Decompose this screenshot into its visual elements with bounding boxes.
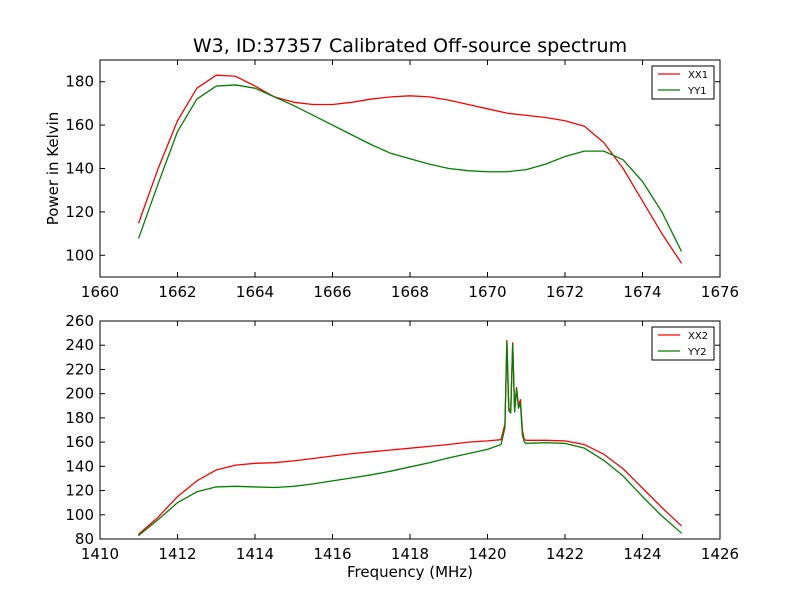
bottom-x-tick-label: 1420	[468, 545, 506, 563]
top-plot-panel: 1660 1662 1664 1666 1668 1670 1672 1674 1676 100 1…	[44, 59, 739, 301]
bottom-plot-area	[100, 321, 720, 539]
bottom-y-tick-label: 260	[65, 312, 94, 330]
bottom-plot-panel: 1410 1412 1414 1416 1418 1420 1422 1424 1426 80 10…	[65, 312, 739, 581]
bottom-y-tick-label: 160	[65, 433, 94, 451]
top-x-tick-label: 1672	[546, 283, 584, 301]
top-tick-layer: 1660 1662 1664 1666 1668 1670 1672 1674 1676 100 1…	[65, 60, 739, 301]
top-series-layer	[138, 74, 682, 264]
bottom-x-tick-label: 1410	[81, 545, 119, 563]
bottom-tick-layer: 1410 1412 1414 1416 1418 1420 1422 1424 1426 80 10…	[65, 312, 739, 563]
bottom-legend-label-xx2: XX2	[688, 331, 708, 342]
bottom-series-line-yy2	[138, 340, 682, 537]
bottom-x-tick-label: 1424	[623, 545, 661, 563]
bottom-x-tick-label: 1414	[236, 545, 274, 563]
bottom-x-tick-label: 1422	[546, 545, 584, 563]
top-y-tick-label: 120	[65, 203, 94, 221]
bottom-series-layer	[138, 339, 682, 537]
bottom-y-tick-label: 240	[65, 336, 94, 354]
bottom-y-tick-label: 220	[65, 360, 94, 378]
top-legend-label-yy1: YY1	[687, 86, 707, 97]
top-series-line-yy1	[138, 84, 682, 252]
bottom-y-tick-label: 80	[75, 530, 94, 548]
top-x-tick-label: 1662	[158, 283, 196, 301]
bottom-y-tick-label: 200	[65, 385, 94, 403]
top-legend: XX1 YY1	[651, 65, 715, 100]
bottom-x-tick-label: 1416	[313, 545, 351, 563]
bottom-x-tick-label: 1412	[158, 545, 196, 563]
bottom-x-tick-label: 1426	[701, 545, 739, 563]
top-x-tick-label: 1666	[313, 283, 351, 301]
top-y-tick-label: 180	[65, 73, 94, 91]
top-x-tick-label: 1664	[236, 283, 274, 301]
top-x-tick-label: 1674	[623, 283, 661, 301]
top-y-axis-label: Power in Kelvin	[44, 112, 62, 226]
bottom-legend-box	[651, 326, 715, 361]
top-y-tick-label: 140	[65, 160, 94, 178]
top-x-tick-label: 1660	[81, 283, 119, 301]
top-y-tick-label: 100	[65, 246, 94, 264]
top-plot-frame	[99, 59, 721, 278]
top-legend-box	[651, 65, 715, 100]
bottom-legend: XX2 YY2	[651, 326, 715, 361]
top-series-line-xx1	[138, 74, 682, 264]
bottom-y-tick-label: 180	[65, 409, 94, 427]
top-legend-label-xx1: XX1	[688, 70, 708, 81]
top-y-tick-label: 160	[65, 116, 94, 134]
bottom-x-axis-label: Frequency (MHz)	[347, 563, 473, 581]
top-x-tick-label: 1670	[468, 283, 506, 301]
bottom-series-line-xx2	[138, 339, 682, 535]
bottom-x-tick-label: 1418	[391, 545, 429, 563]
figure-title: W3, ID:37357 Calibrated Off-source spect…	[193, 35, 627, 57]
bottom-legend-label-yy2: YY2	[687, 347, 707, 358]
top-x-tick-label: 1668	[391, 283, 429, 301]
bottom-plot-frame	[99, 320, 721, 540]
top-x-tick-label: 1676	[701, 283, 739, 301]
top-plot-area	[100, 60, 720, 277]
bottom-y-tick-label: 140	[65, 457, 94, 475]
bottom-y-tick-label: 100	[65, 506, 94, 524]
bottom-y-tick-label: 120	[65, 482, 94, 500]
